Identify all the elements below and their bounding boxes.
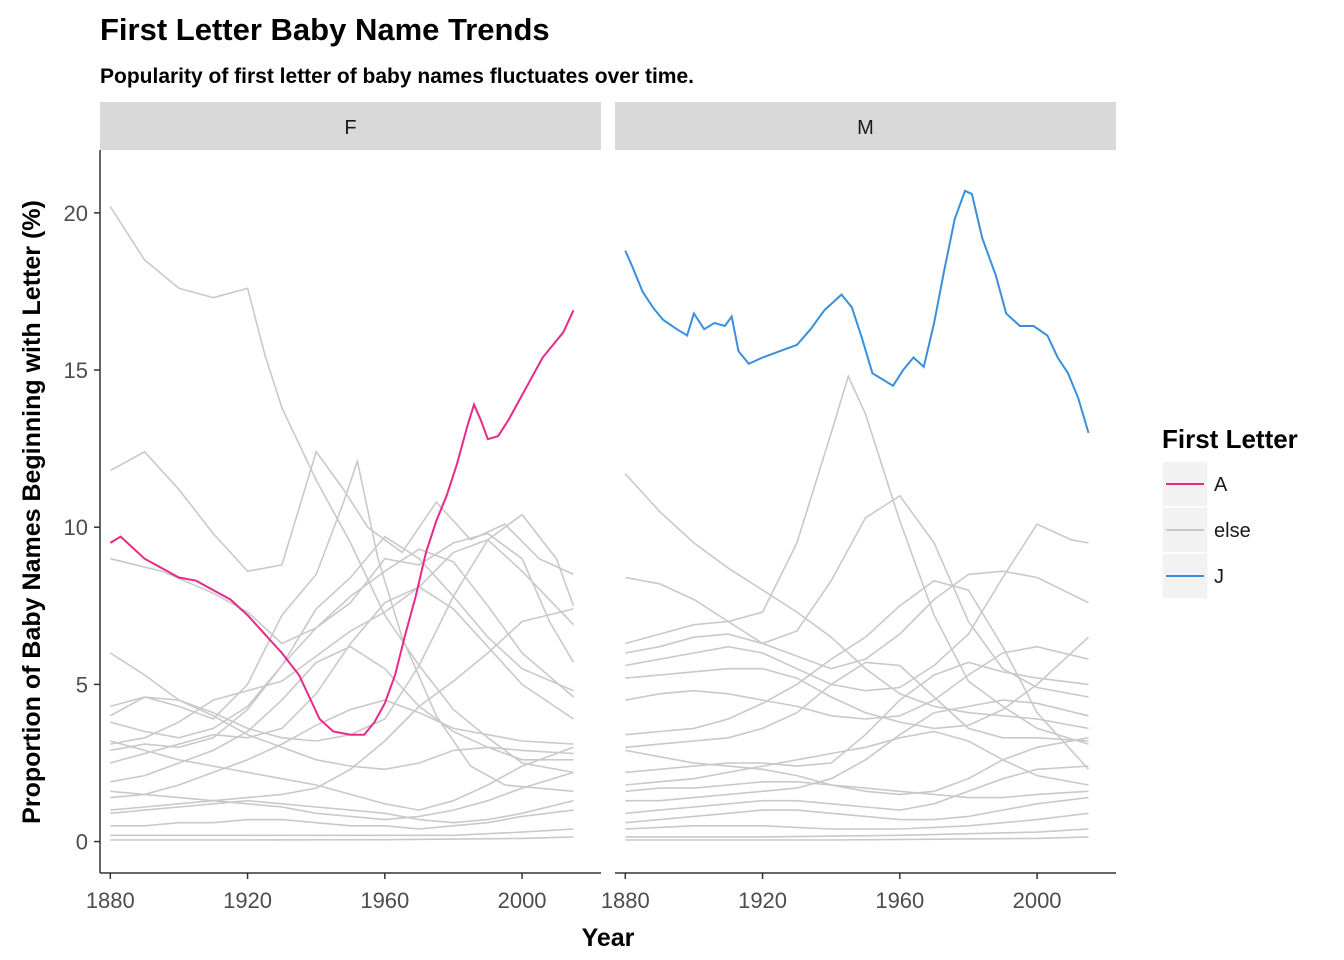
series-line-else: [625, 699, 1089, 802]
series-line-else: [625, 781, 1089, 799]
x-tick-label: 1920: [223, 888, 272, 913]
series-line-else: [110, 535, 574, 752]
panels-layer: F 1880 1920 1960 2000 0 5 10 15 20 M 1880 1920 1960 20…: [64, 102, 1116, 913]
y-axis-title: Proportion of Baby Names Beginning with …: [18, 200, 46, 824]
facet-strip-label: M: [857, 117, 874, 139]
chart-title: First Letter Baby Name Trends: [100, 12, 550, 47]
series-line-else: [110, 696, 574, 771]
series-line-a: [109, 309, 575, 736]
y-tick-label: 10: [64, 515, 88, 540]
series-line-else: [109, 458, 574, 793]
series-line-else: [110, 799, 574, 824]
series-line-else: [625, 494, 1089, 698]
facet-strip: [100, 102, 601, 150]
series-line-else: [110, 828, 574, 837]
series-line-else: [625, 661, 1089, 774]
x-tick-label: 1920: [738, 888, 787, 913]
series-line-else: [109, 206, 574, 774]
chart-subtitle: Popularity of first letter of baby names…: [100, 65, 694, 88]
series-line-else: [110, 740, 574, 811]
series-line-else: [625, 737, 1089, 796]
legend-label: A: [1214, 474, 1228, 496]
series-line-else: [625, 796, 1089, 824]
panel-m: M 1880 1920 1960 2000: [601, 102, 1116, 913]
legend-label: J: [1214, 566, 1224, 588]
series-line-else: [109, 450, 574, 576]
x-axis-title: Year: [582, 924, 635, 952]
panel-f: F 1880 1920 1960 2000 0 5 10 15 20: [64, 102, 601, 913]
series-line-j: [624, 189, 1090, 434]
x-tick-label: 1880: [601, 888, 650, 913]
legend-label: else: [1214, 520, 1251, 542]
x-tick-label: 1960: [875, 888, 924, 913]
series-line-else: [625, 730, 1089, 786]
series-line-else: [625, 579, 1090, 770]
series-line-else: [625, 765, 1089, 815]
series-line-else: [625, 836, 1089, 841]
x-tick-label: 2000: [498, 888, 547, 913]
legend-item-J: J: [1161, 552, 1224, 600]
series-line-else: [110, 585, 574, 764]
x-tick-label: 1880: [86, 888, 135, 913]
series-line-else: [625, 374, 1089, 745]
series-line-else: [625, 523, 1089, 692]
series-line-else: [625, 636, 1090, 730]
legend-title: First Letter: [1162, 424, 1298, 454]
series-line-else: [110, 538, 575, 745]
series-line-else: [110, 548, 575, 739]
y-tick-label: 15: [64, 358, 88, 383]
legend-item-else: else: [1161, 506, 1251, 554]
x-tick-label: 2000: [1013, 888, 1062, 913]
series-line-else: [625, 812, 1089, 830]
series-line-else: [625, 828, 1089, 838]
legend-item-A: A: [1161, 460, 1228, 508]
y-tick-label: 5: [76, 672, 88, 697]
series-line-else: [624, 473, 1089, 730]
x-tick-label: 1960: [360, 888, 409, 913]
y-tick-label: 0: [76, 830, 88, 855]
facet-strip-label: F: [344, 117, 356, 139]
y-tick-label: 20: [64, 201, 88, 226]
series-line-else: [110, 699, 574, 799]
series-line-else: [625, 661, 1089, 749]
series-line-else: [625, 570, 1089, 670]
facet-strip: [615, 102, 1116, 150]
series-line-else: [110, 771, 574, 821]
series-line-else: [625, 645, 1089, 720]
series-line-else: [110, 608, 574, 811]
series-line-else: [110, 836, 574, 841]
series-line-else: [110, 809, 574, 830]
series-line-else: [110, 532, 575, 663]
